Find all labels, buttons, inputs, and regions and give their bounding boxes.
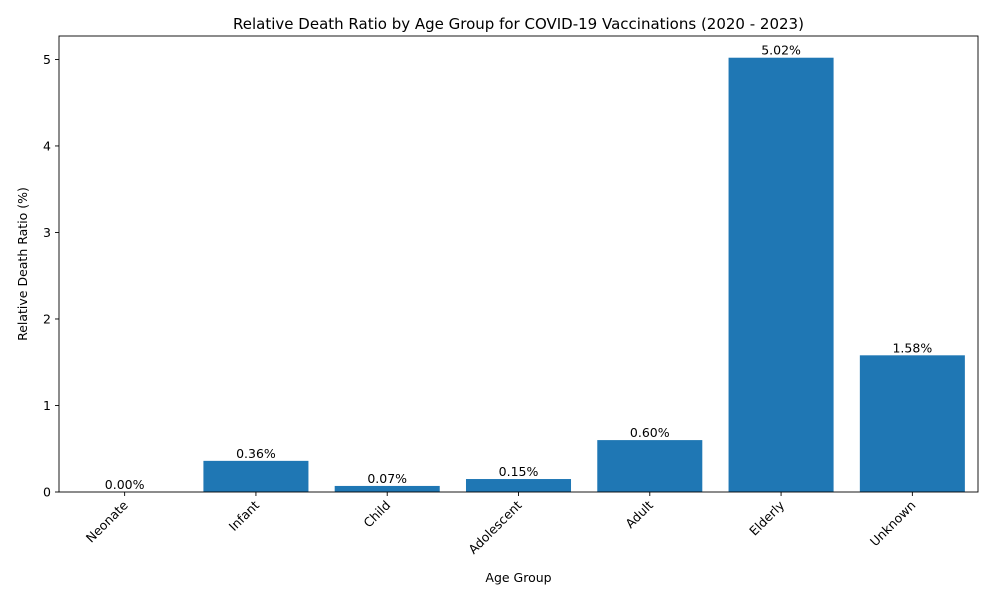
data-label-elderly: 5.02% xyxy=(761,43,801,58)
bar-adolescent xyxy=(465,479,572,492)
bar-infant xyxy=(203,460,309,492)
data-label-infant: 0.36% xyxy=(236,446,276,461)
y-tick-label-1: 1 xyxy=(43,398,51,413)
x-tick-label-elderly: Elderly xyxy=(746,497,787,538)
x-tick-label-neonate: Neonate xyxy=(83,497,131,545)
data-label-adolescent: 0.15% xyxy=(499,464,539,479)
bars-layer xyxy=(203,57,965,492)
data-label-neonate: 0.00% xyxy=(105,477,145,492)
x-tick-label-infant: Infant xyxy=(226,497,262,533)
y-tick-label-0: 0 xyxy=(43,485,51,500)
y-tick-label-3: 3 xyxy=(43,225,51,240)
data-label-child: 0.07% xyxy=(367,471,407,486)
plot-frame xyxy=(58,35,979,493)
x-axis-label: Age Group xyxy=(485,570,551,585)
y-tick-label-2: 2 xyxy=(43,311,51,326)
data-label-unknown: 1.58% xyxy=(892,340,932,355)
x-tick-label-adult: Adult xyxy=(622,497,656,531)
data-labels-layer: 0.00% 0.36% 0.07% 0.15% 0.60% 5.02% 1.58% xyxy=(105,43,933,492)
x-tick-label-child: Child xyxy=(360,498,393,531)
x-tick-label-unknown: Unknown xyxy=(867,498,919,550)
y-axis-label: Relative Death Ratio (%) xyxy=(15,187,30,341)
bar-unknown xyxy=(859,355,965,492)
x-tick-label-adolescent: Adolescent xyxy=(465,497,524,556)
bar-child xyxy=(334,485,440,492)
y-tick-label-5: 5 xyxy=(43,52,51,67)
data-label-adult: 0.60% xyxy=(630,425,670,440)
bar-adult xyxy=(597,440,703,492)
chart-title: Relative Death Ratio by Age Group for CO… xyxy=(233,15,804,33)
bar-elderly xyxy=(728,57,834,492)
y-tick-label-4: 4 xyxy=(43,138,51,153)
